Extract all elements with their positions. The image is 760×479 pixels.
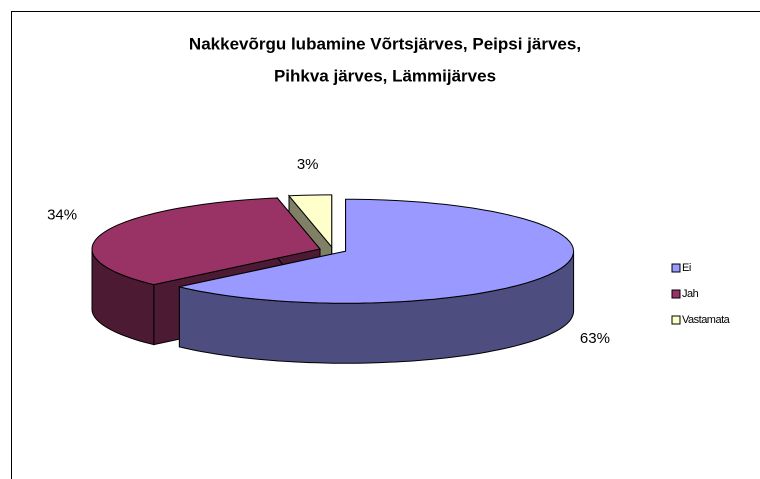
legend-label: Ei [682,262,691,274]
chart-title: Nakkevõrgu lubamine Võrtsjärves, Peipsi … [189,34,581,53]
slice-top [287,194,333,249]
legend-label: Jah [682,288,699,300]
legend-swatch [671,289,681,299]
legend-label: Vastamata [682,314,731,326]
slice-top [91,197,321,286]
data-label: 34% [47,206,77,223]
slice [178,198,575,364]
data-label: 3% [297,156,319,173]
legend-swatch [671,315,681,325]
legend-swatch [671,263,681,273]
slice-top [179,198,574,304]
chart-title: Pihkva järves, Lämmijärves [274,66,496,85]
data-label: 63% [580,330,610,347]
